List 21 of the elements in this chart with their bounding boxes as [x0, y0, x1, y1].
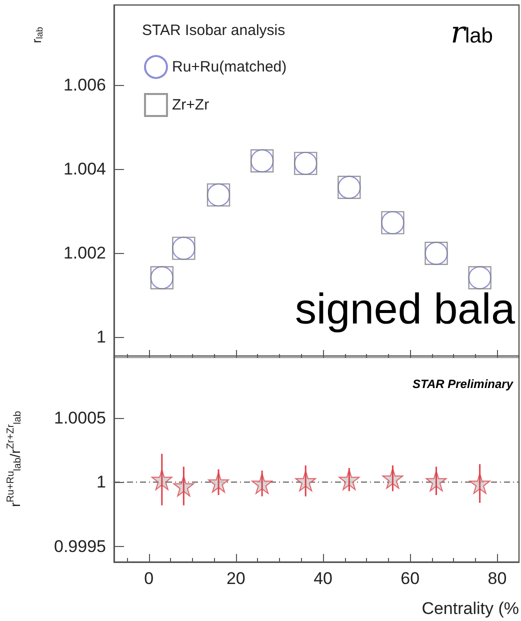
x-tick-label: 0	[144, 569, 154, 588]
y-tick-label: 1	[96, 327, 106, 346]
annotation: rlab	[450, 16, 494, 50]
y-axis-title: rRu+Rulab/rZr+Zrlab	[6, 410, 24, 508]
y-tick-label: 0.9995	[54, 537, 106, 556]
annotation: signed bala	[295, 286, 516, 334]
x-tick-label: 20	[226, 569, 246, 588]
legend-title: STAR Isobar analysis	[142, 22, 286, 39]
y-tick-label: 1.002	[63, 243, 106, 262]
y-tick-label: 1	[96, 472, 106, 492]
y-tick-label: 1.0005	[54, 408, 106, 428]
x-tick-label: 40	[314, 569, 332, 588]
x-tick-label: 80	[488, 569, 507, 588]
y-axis-title: rlab	[29, 26, 44, 44]
y-tick-label: 1.006	[63, 75, 106, 94]
legend-label: Zr+Zr	[172, 96, 210, 114]
y-tick-label: 1.004	[63, 159, 106, 178]
x-axis-title: Centrality (%	[422, 599, 519, 618]
annotation: STAR Preliminary	[412, 377, 514, 391]
legend-label: Ru+Ru(matched)	[172, 58, 287, 76]
x-tick-label: 60	[400, 569, 420, 588]
